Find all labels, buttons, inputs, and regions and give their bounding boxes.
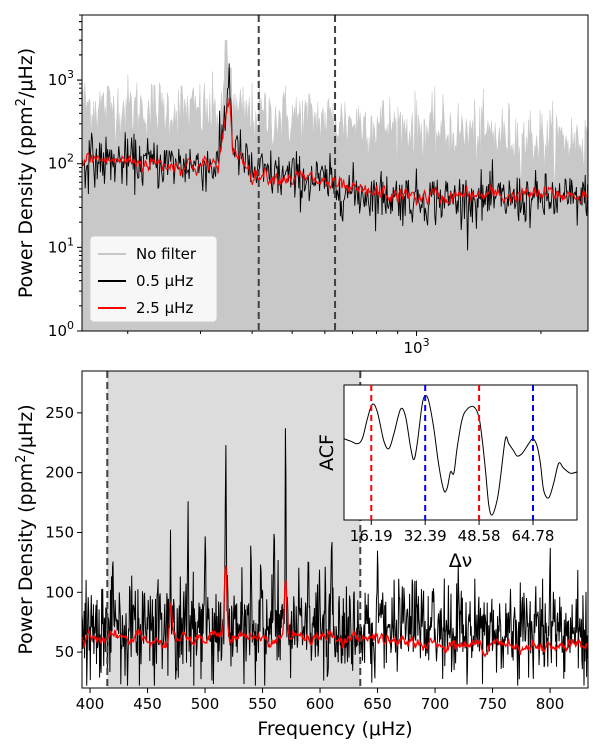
bottom-series-2.5uHz [82,565,588,658]
inset-acf-line [343,395,578,516]
bottom-xtick-label-7: 750 [478,695,507,713]
top-xtick-label-0: 103 [403,336,429,357]
bottom-xtick-label-6: 700 [421,695,450,713]
bottom-axes-frame [81,370,589,689]
top-ylabel: Power Density (ppm2/μHz) [14,48,37,298]
bottom-xtick-label-3: 550 [248,695,277,713]
bottom-plot-area [82,371,588,688]
top-axes-frame [81,14,589,332]
top-ytick-label-1: 101 [48,235,74,256]
bottom-xtick-label-2: 500 [191,695,220,713]
inset-ylabel: ACF [316,434,338,471]
bottom-ylabel: Power Density (ppm2/μHz) [14,404,37,654]
top-legend: No filter 0.5 μHz 2.5 μHz [89,235,218,323]
inset-xtick-label-2: 48.58 [458,527,501,545]
legend-label-1: 0.5 μHz [136,272,193,290]
bottom-ytick-label-3: 200 [45,464,74,482]
inset-xtick-label-0: 16.19 [350,527,393,545]
bottom-ytick-label-0: 50 [55,643,74,661]
inset-xtick-label-1: 32.39 [404,527,447,545]
inset-xtick-label-3: 64.78 [512,527,555,545]
top-ytick-label-2: 102 [48,152,74,173]
bottom-xlabel: Frequency (μHz) [257,718,412,740]
shaded-region [107,371,361,688]
bottom-xtick-label-0: 400 [76,695,105,713]
legend-label-0: No filter [136,245,197,263]
inset-frame [343,384,578,521]
bottom-series-0.5uHz [82,428,588,686]
bottom-xtick-label-5: 650 [363,695,392,713]
legend-label-2: 2.5 μHz [136,299,193,317]
top-ytick-label-0: 100 [48,319,74,340]
bottom-xtick-label-8: 800 [536,695,565,713]
legend-box [89,235,218,323]
top-ytick-label-3: 103 [48,68,74,89]
inset-xlabel: Δν [449,550,473,572]
bottom-ytick-label-2: 150 [45,523,74,541]
bottom-ytick-label-4: 250 [45,404,74,422]
bottom-xtick-label-1: 450 [133,695,162,713]
bottom-xtick-label-4: 600 [306,695,335,713]
bottom-ytick-label-1: 100 [45,583,74,601]
